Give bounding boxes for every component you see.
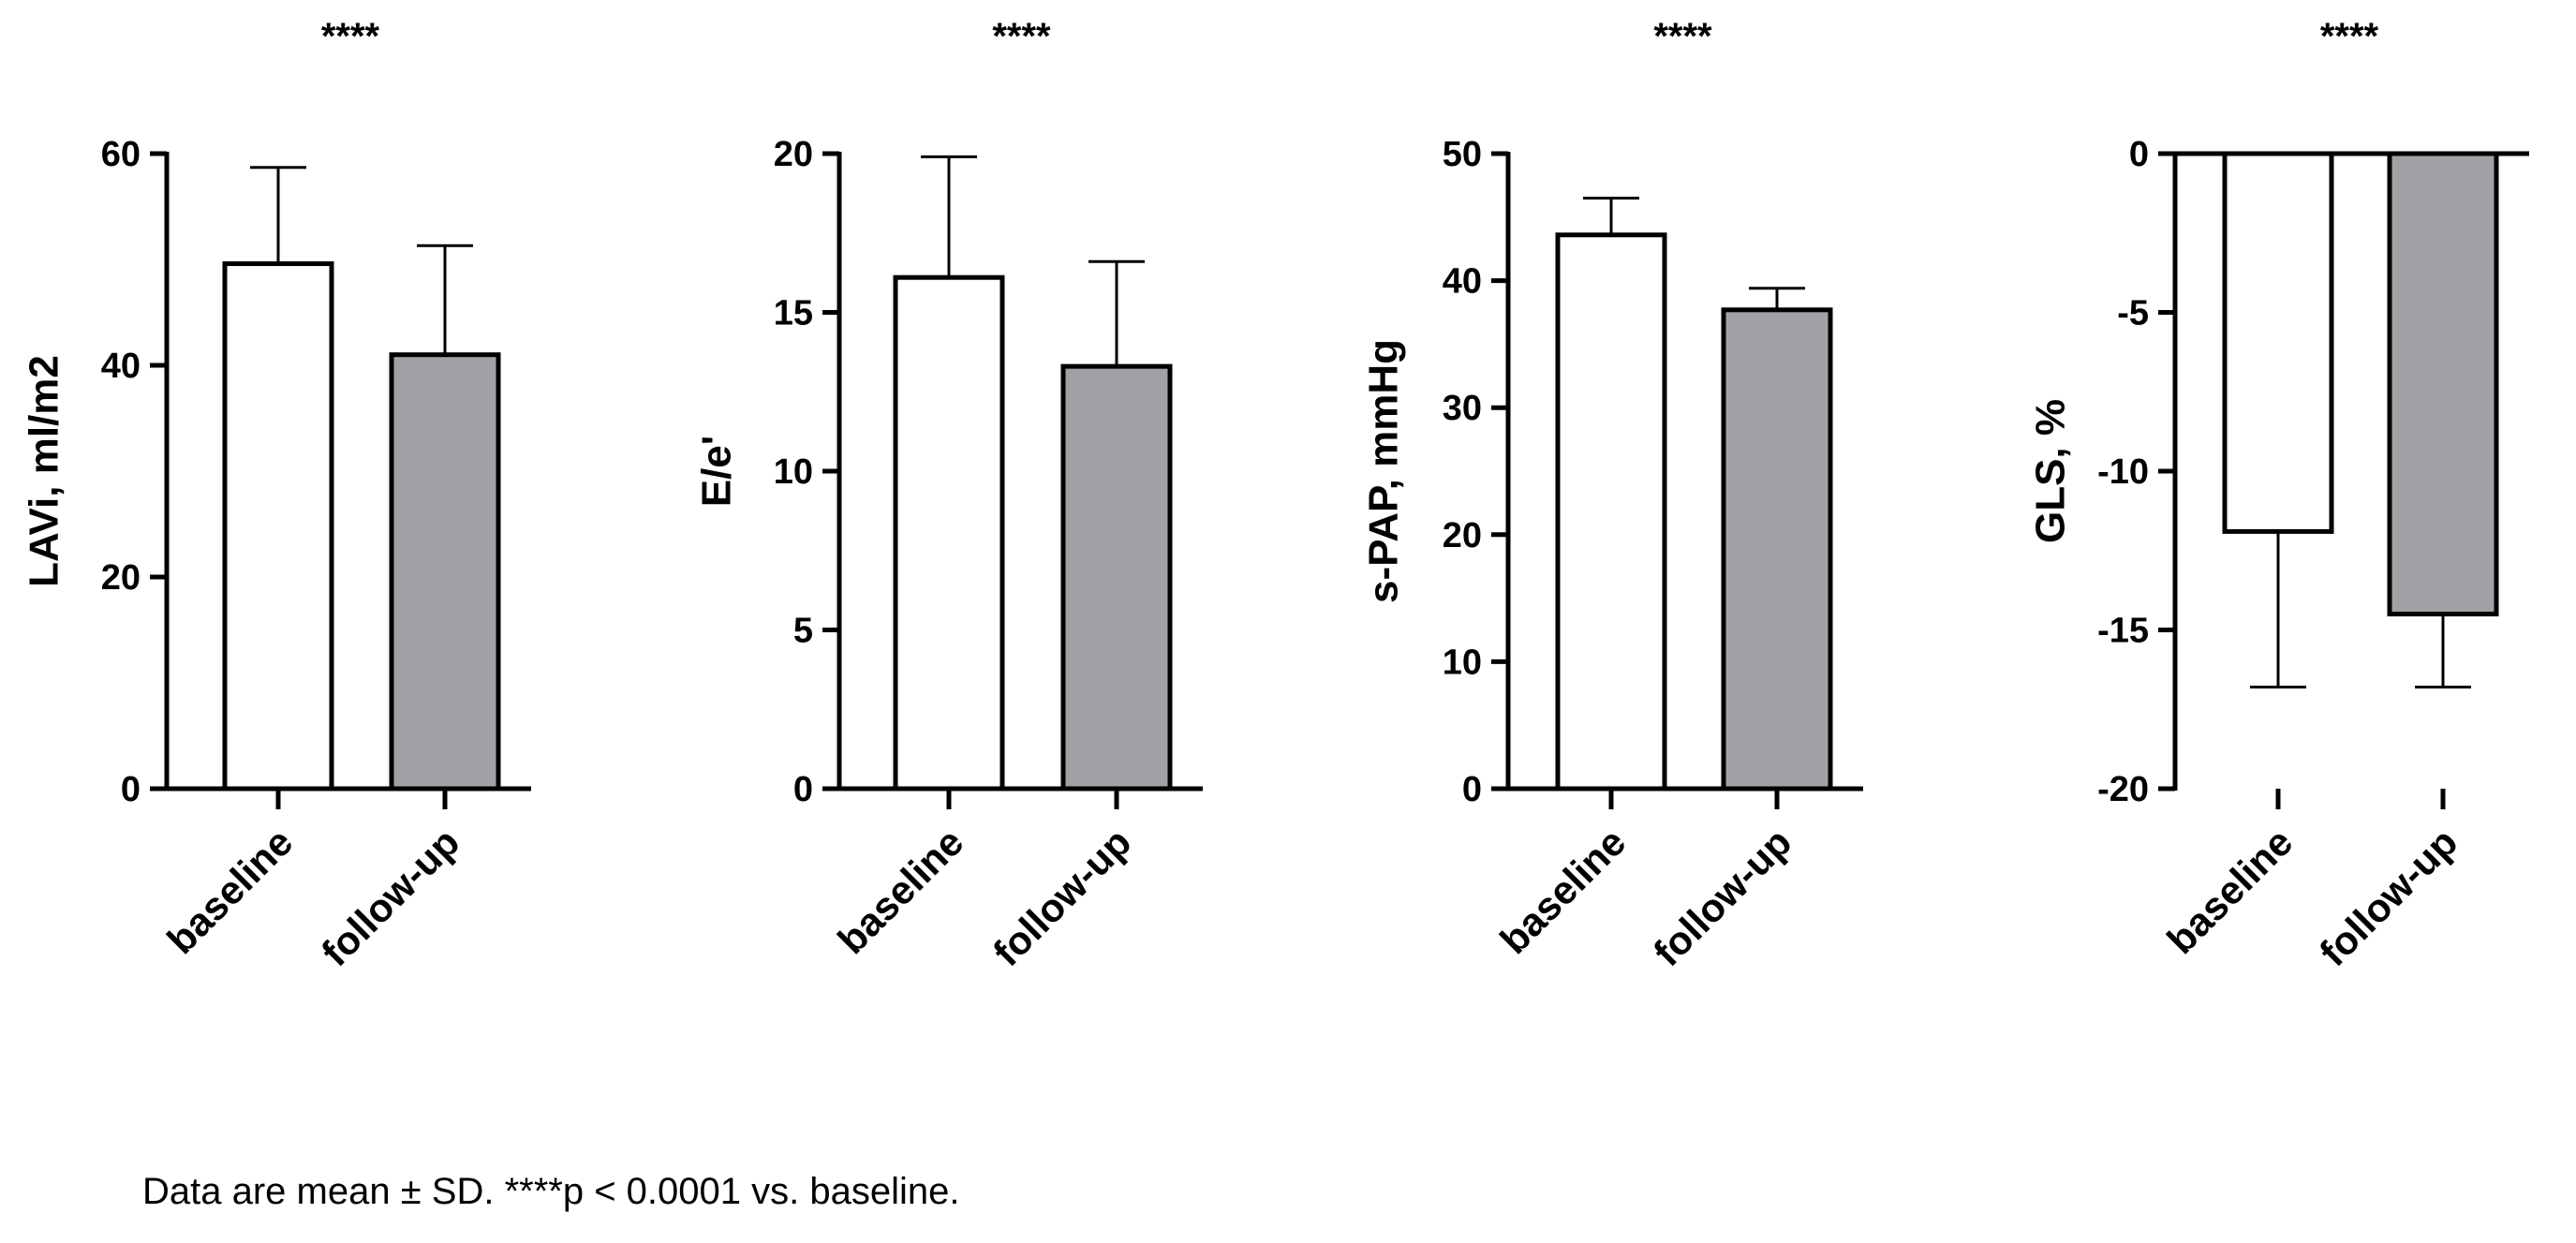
x-category-label: baseline — [1491, 820, 1634, 962]
y-tick-label: 0 — [793, 770, 813, 809]
y-tick-label: 5 — [793, 612, 813, 651]
chart-panel-2: **** 0 5 10 15 20 E/e' baseline follow-up — [694, 16, 1203, 974]
x-category-label: follow-up — [313, 820, 467, 974]
y-axis-label: LAVi, ml/m2 — [22, 355, 67, 587]
y-tick-label: 30 — [1443, 389, 1482, 428]
y-tick-label: 15 — [774, 294, 813, 333]
footnote: Data are mean ± SD. ****p < 0.0001 vs. b… — [142, 1171, 960, 1212]
y-axis-label: GLS, % — [2028, 399, 2074, 543]
x-category-label: follow-up — [1645, 820, 1799, 974]
x-category-label: follow-up — [2311, 820, 2465, 974]
x-category-label: baseline — [829, 820, 971, 962]
bar-follow-up — [1721, 307, 1833, 792]
x-category-label: follow-up — [985, 820, 1139, 974]
bar-baseline — [1555, 232, 1667, 792]
y-axis-label: E/e' — [694, 436, 740, 508]
y-tick-label: 20 — [774, 135, 813, 174]
y-tick-label: -20 — [2097, 770, 2149, 809]
y-tick-label: 0 — [121, 770, 141, 809]
y-tick-label: 20 — [1443, 516, 1482, 555]
bar-follow-up — [389, 352, 501, 792]
y-tick-label: -15 — [2097, 612, 2149, 651]
chart-panel-4: **** -20 -15 -10 -5 0 GLS, % baseline follow-up — [2028, 16, 2529, 974]
significance-label: **** — [321, 16, 380, 57]
bar-follow-up — [1060, 363, 1173, 792]
y-tick-label: 40 — [101, 347, 141, 386]
bar-baseline — [222, 261, 334, 792]
y-tick-label: 20 — [101, 558, 141, 598]
y-tick-label: -5 — [2117, 294, 2149, 333]
bar-follow-up — [2387, 151, 2499, 617]
bar-baseline — [893, 274, 1005, 792]
bar-baseline — [2222, 151, 2334, 534]
chart-panel-1: **** 0 20 40 60 LAVi, ml/m2 baseline follow-up — [22, 16, 531, 974]
significance-label: **** — [992, 16, 1051, 57]
y-tick-label: 60 — [101, 135, 141, 174]
y-tick-label: 0 — [1462, 770, 1482, 809]
x-category-label: baseline — [2158, 820, 2301, 962]
x-category-label: baseline — [158, 820, 301, 962]
chart-panel-3: **** 0 10 20 30 40 50 s-PAP, mmHg baseline follow… — [1361, 16, 1863, 974]
y-tick-label: 10 — [774, 452, 813, 492]
significance-label: **** — [1653, 16, 1712, 57]
y-tick-label: 50 — [1443, 135, 1482, 174]
y-axis-label: s-PAP, mmHg — [1361, 339, 1407, 603]
y-tick-label: 40 — [1443, 262, 1482, 302]
y-tick-label: 0 — [2129, 135, 2149, 174]
y-tick-label: 10 — [1443, 643, 1482, 682]
significance-label: **** — [2320, 16, 2379, 57]
y-tick-label: -10 — [2097, 452, 2149, 492]
